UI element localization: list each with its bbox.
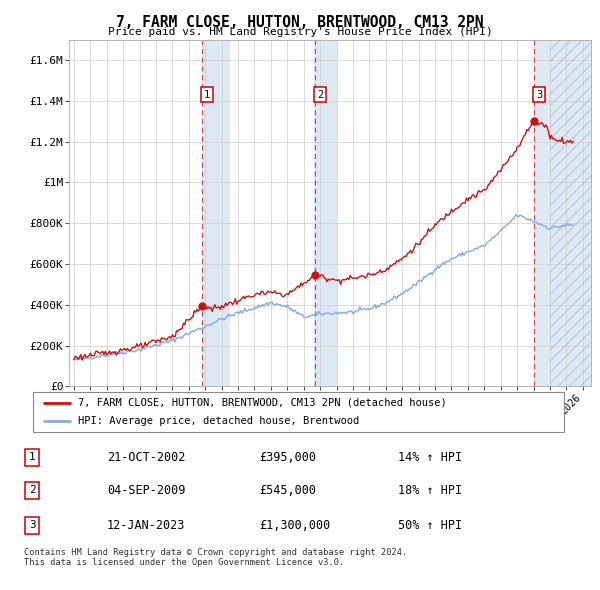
Text: 3: 3: [29, 520, 35, 530]
Text: 21-OCT-2002: 21-OCT-2002: [107, 451, 185, 464]
Text: 12-JAN-2023: 12-JAN-2023: [107, 519, 185, 532]
Text: 7, FARM CLOSE, HUTTON, BRENTWOOD, CM13 2PN (detached house): 7, FARM CLOSE, HUTTON, BRENTWOOD, CM13 2…: [78, 398, 447, 408]
Text: 2: 2: [317, 90, 323, 100]
Text: 04-SEP-2009: 04-SEP-2009: [107, 484, 185, 497]
Text: Price paid vs. HM Land Registry's House Price Index (HPI): Price paid vs. HM Land Registry's House …: [107, 27, 493, 37]
Text: 1: 1: [29, 453, 35, 462]
Text: Contains HM Land Registry data © Crown copyright and database right 2024.
This d: Contains HM Land Registry data © Crown c…: [24, 548, 407, 567]
Bar: [202, 40, 230, 386]
Text: 18% ↑ HPI: 18% ↑ HPI: [398, 484, 462, 497]
Text: 2: 2: [29, 486, 35, 495]
Bar: [533, 40, 550, 386]
Text: 7, FARM CLOSE, HUTTON, BRENTWOOD, CM13 2PN: 7, FARM CLOSE, HUTTON, BRENTWOOD, CM13 2…: [116, 15, 484, 30]
Text: £545,000: £545,000: [260, 484, 317, 497]
Text: £1,300,000: £1,300,000: [260, 519, 331, 532]
Text: 1: 1: [204, 90, 211, 100]
Text: HPI: Average price, detached house, Brentwood: HPI: Average price, detached house, Bren…: [78, 416, 359, 426]
Bar: [550, 40, 591, 386]
Bar: [550, 40, 591, 386]
Text: 3: 3: [536, 90, 542, 100]
Bar: [314, 40, 337, 386]
Text: 50% ↑ HPI: 50% ↑ HPI: [398, 519, 462, 532]
Text: £395,000: £395,000: [260, 451, 317, 464]
Text: 14% ↑ HPI: 14% ↑ HPI: [398, 451, 462, 464]
